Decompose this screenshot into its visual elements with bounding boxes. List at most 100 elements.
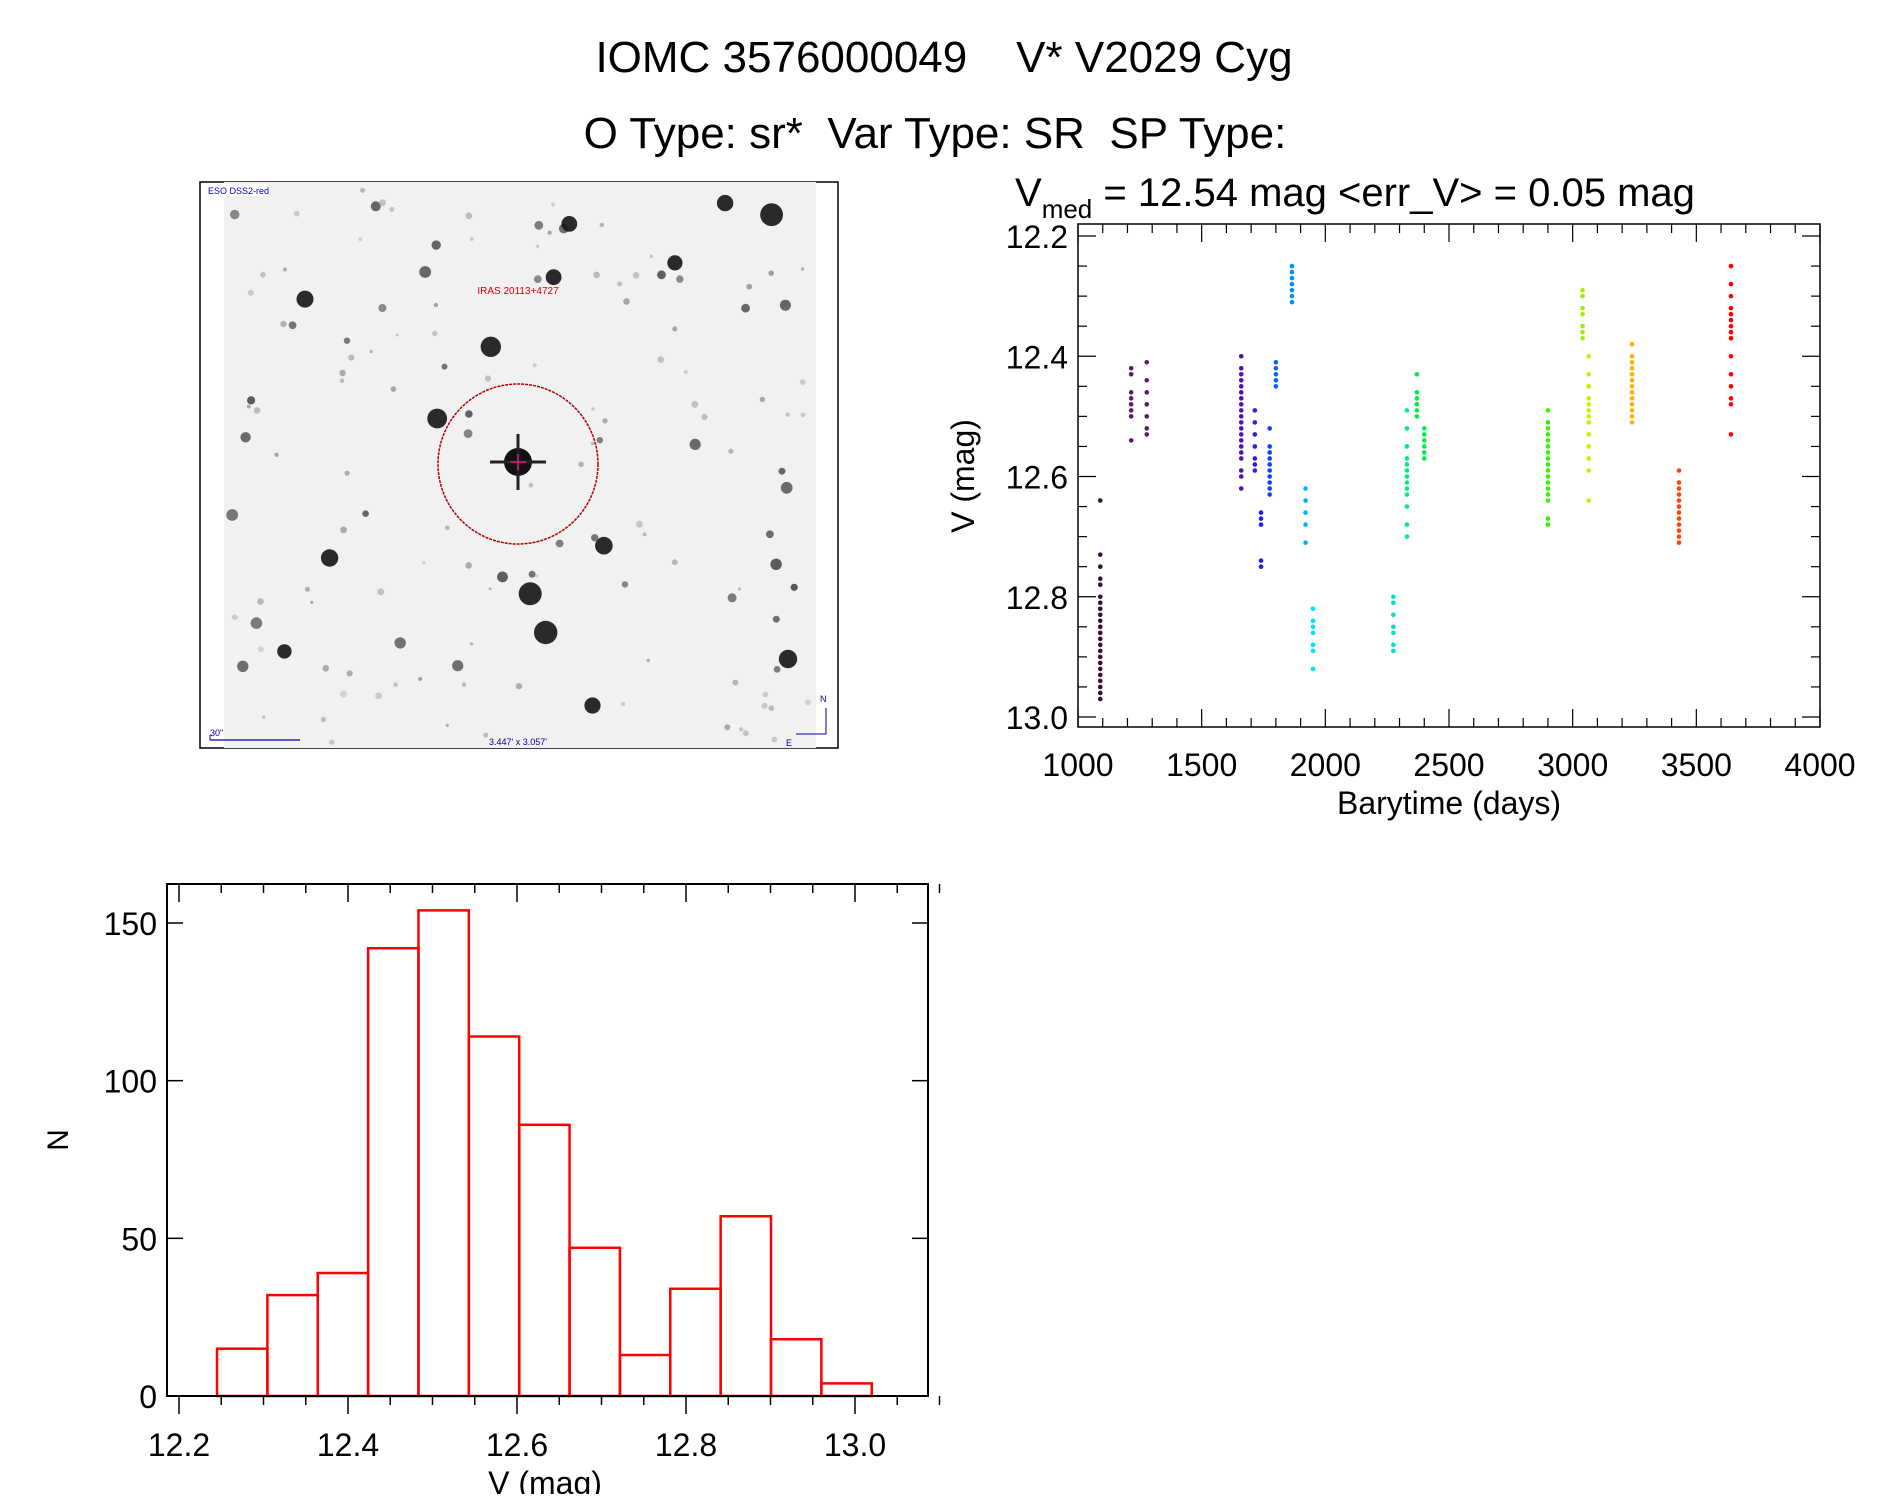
hist-bar — [215, 1347, 269, 1398]
lc-point — [1404, 492, 1410, 497]
lc-point — [1273, 359, 1279, 365]
lc-ytick-label: 12.6 — [1006, 460, 1068, 496]
lc-point — [1289, 299, 1295, 305]
lc-point — [1545, 420, 1551, 425]
hist-xtick-label: 12.6 — [486, 1427, 548, 1463]
lc-point — [1629, 359, 1635, 365]
star — [621, 581, 629, 588]
lc-point — [1303, 486, 1308, 491]
lc-point — [1289, 275, 1295, 281]
hist-bar — [417, 909, 471, 1398]
lc-point — [1586, 420, 1592, 425]
lc-point — [1252, 408, 1258, 413]
hist-bar — [669, 1287, 722, 1398]
lc-point — [1097, 636, 1103, 642]
star — [534, 220, 544, 230]
lc-point — [1629, 414, 1635, 419]
lc-point — [1289, 281, 1295, 287]
lc-point — [1258, 516, 1264, 521]
lc-point — [1097, 582, 1103, 588]
lc-point — [1586, 408, 1592, 413]
lc-point — [1267, 486, 1272, 491]
lc-point — [1097, 666, 1103, 672]
lc-frame — [1077, 223, 1821, 728]
star — [778, 649, 798, 669]
star — [535, 244, 540, 249]
lc-point — [1252, 468, 1258, 473]
star — [452, 660, 464, 672]
star — [229, 209, 240, 220]
star — [320, 716, 326, 723]
north-label: N — [820, 694, 827, 704]
lc-point — [1676, 540, 1682, 545]
lc-point — [1273, 384, 1279, 389]
lc-point — [1728, 263, 1734, 269]
lc-point — [1586, 456, 1592, 461]
hist-xtick-label: 12.8 — [655, 1427, 717, 1463]
star — [602, 418, 608, 424]
star — [732, 679, 739, 686]
lc-point — [1580, 311, 1585, 317]
lc-point — [1545, 516, 1551, 521]
lc-point — [1728, 353, 1734, 359]
lc-point — [1238, 456, 1244, 461]
lc-point — [1414, 371, 1420, 377]
lc-ytick-label: 13.0 — [1006, 700, 1068, 736]
target-label: IRAS 20113+4727 — [477, 286, 559, 297]
star — [772, 615, 780, 623]
lc-point — [1097, 600, 1103, 606]
star — [277, 644, 292, 659]
star — [657, 270, 666, 280]
star — [247, 289, 254, 296]
lc-xtick-label: 1500 — [1166, 747, 1237, 783]
lc-point — [1128, 414, 1134, 419]
lc-point — [1267, 450, 1272, 455]
lc-point — [1097, 612, 1103, 618]
lc-point — [1097, 576, 1103, 582]
lc-point — [1676, 504, 1682, 509]
lc-point — [1391, 600, 1396, 606]
star — [339, 378, 345, 383]
lc-point — [1144, 432, 1150, 437]
star — [596, 437, 603, 444]
lc-point — [1310, 648, 1316, 654]
star — [790, 583, 798, 591]
hist-bar — [517, 1123, 571, 1398]
hist-xtick-label: 12.2 — [148, 1427, 210, 1463]
star — [533, 275, 542, 284]
lc-point — [1258, 558, 1264, 563]
star — [532, 363, 537, 368]
hist-ytick-label: 150 — [104, 906, 157, 942]
lc-point — [1097, 660, 1103, 666]
star — [480, 336, 501, 357]
star — [231, 614, 238, 620]
lc-point — [1404, 456, 1410, 461]
star — [461, 682, 467, 687]
star — [362, 510, 369, 517]
lc-point — [1586, 444, 1592, 449]
star — [304, 586, 310, 592]
star — [766, 530, 774, 539]
hist-ylabel: N — [42, 1129, 75, 1151]
lc-point — [1404, 444, 1410, 449]
star — [258, 646, 264, 653]
lc-point — [1728, 402, 1734, 407]
lc-point — [1629, 365, 1635, 371]
star — [578, 461, 584, 467]
lc-point — [1252, 456, 1258, 461]
star — [488, 587, 492, 591]
lc-point — [1629, 341, 1635, 347]
lc-point — [1728, 371, 1734, 377]
hist-xtick-label: 12.4 — [317, 1427, 379, 1463]
lc-ytick-label: 12.4 — [1006, 339, 1068, 375]
lc-xtick-label: 3000 — [1537, 747, 1608, 783]
lc-point — [1238, 414, 1244, 419]
lc-point — [1545, 492, 1551, 497]
star — [344, 470, 350, 476]
lc-point — [1728, 311, 1734, 317]
lc-point — [1676, 534, 1682, 539]
star — [768, 270, 774, 277]
lc-point — [1128, 408, 1134, 413]
lc-point — [1586, 414, 1592, 419]
star — [280, 320, 287, 328]
